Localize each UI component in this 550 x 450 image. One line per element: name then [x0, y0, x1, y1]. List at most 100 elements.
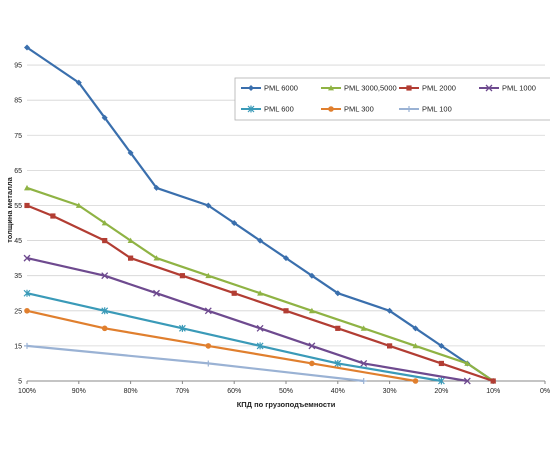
data-point	[308, 342, 316, 350]
legend-label: PML 6000	[264, 84, 298, 93]
y-tick-label: 35	[14, 273, 22, 280]
data-point	[205, 272, 212, 279]
data-point	[231, 220, 238, 227]
data-point	[386, 307, 393, 314]
data-point	[360, 325, 367, 331]
legend-item: PML 6000	[241, 84, 298, 93]
data-point	[153, 289, 160, 297]
data-point	[438, 360, 444, 367]
data-point	[490, 378, 496, 384]
data-point	[463, 377, 471, 385]
x-tick-label: 40%	[331, 388, 345, 395]
data-point	[23, 289, 31, 297]
y-tick-label: 45	[14, 238, 22, 245]
x-tick-label: 0%	[540, 388, 550, 395]
data-point	[153, 184, 160, 191]
data-point	[257, 290, 264, 296]
data-point	[127, 149, 134, 156]
data-point	[308, 272, 315, 279]
axes: 5 15 25 35 45 55 65 75 85 95 100% 90% 80% 70% 60% 50% 40…	[14, 63, 550, 395]
legend-marker	[485, 84, 493, 92]
data-point	[256, 342, 264, 350]
x-tick-label: 60%	[227, 388, 241, 395]
y-axis-title: толщина металла	[5, 176, 14, 242]
data-point	[205, 360, 212, 367]
series-pml-100	[24, 342, 367, 384]
data-point	[334, 290, 341, 297]
legend-marker	[328, 106, 334, 112]
y-tick-label: 65	[14, 168, 22, 175]
data-point	[205, 202, 212, 209]
legend-label: PML 100	[422, 105, 452, 114]
data-point	[204, 307, 212, 315]
data-point	[256, 324, 264, 332]
legend: PML 6000 PML 3000,5000 PML 2000 PML 1000 PML…	[234, 77, 550, 121]
data-point	[102, 237, 108, 244]
y-tick-label: 55	[14, 203, 22, 210]
y-tick-label: 95	[14, 63, 22, 70]
data-point	[437, 377, 445, 385]
x-tick-label: 30%	[383, 388, 397, 395]
data-point	[101, 220, 108, 226]
x-tick-label: 90%	[72, 388, 86, 395]
legend-item: PML 1000	[479, 84, 536, 93]
data-point	[283, 255, 289, 262]
legend-item: PML 3000,5000	[321, 84, 397, 93]
legend-item: PML 300	[321, 105, 374, 114]
data-point	[24, 202, 30, 209]
data-point	[412, 378, 419, 384]
data-point	[205, 343, 212, 349]
data-point	[24, 342, 30, 349]
data-point	[24, 184, 30, 191]
y-tick-label: 15	[14, 343, 22, 350]
data-point	[231, 290, 237, 296]
x-tick-label: 50%	[279, 388, 293, 395]
data-point	[153, 255, 160, 261]
data-point	[101, 325, 108, 332]
data-point	[335, 325, 341, 331]
data-point	[283, 308, 289, 314]
series-pml-3000-5000	[24, 184, 497, 384]
series-line	[26, 257, 468, 383]
data-point	[438, 342, 445, 349]
series-line	[26, 46, 494, 382]
data-point	[412, 325, 419, 332]
data-point	[75, 79, 82, 86]
legend-label: PML 2000	[422, 84, 456, 93]
series-pml-6000	[24, 44, 497, 384]
data-point	[360, 359, 368, 367]
data-point	[101, 307, 109, 315]
data-point	[412, 342, 419, 349]
legend-box	[234, 77, 550, 121]
data-point	[101, 114, 108, 121]
legend-marker	[406, 85, 412, 91]
data-point	[75, 202, 82, 208]
y-tick-label: 25	[14, 308, 22, 315]
data-point	[127, 237, 134, 243]
data-point	[128, 255, 134, 261]
legend-marker	[328, 85, 334, 91]
data-point	[101, 272, 109, 280]
legend-marker	[248, 85, 254, 91]
x-axis-title: КПД по грузоподъемности	[237, 400, 336, 409]
data-point	[24, 44, 30, 51]
data-point	[387, 343, 393, 349]
legend-item: PML 100	[399, 105, 452, 114]
data-point	[50, 213, 56, 219]
data-point	[23, 254, 31, 262]
data-point	[464, 360, 471, 366]
legend-label: PML 600	[264, 105, 294, 114]
x-tick-label: 20%	[434, 388, 448, 395]
series-line	[26, 292, 442, 383]
data-point	[309, 360, 315, 367]
series-pml-300	[24, 307, 419, 384]
legend-label: PML 300	[344, 105, 374, 114]
series-pml-2000	[24, 202, 496, 384]
legend-item: PML 2000	[399, 84, 456, 93]
series-pml-600	[23, 289, 445, 385]
data-point	[178, 324, 186, 332]
y-tick-label: 75	[14, 133, 22, 140]
series-pml-1000	[23, 254, 471, 385]
series-group	[23, 44, 497, 385]
